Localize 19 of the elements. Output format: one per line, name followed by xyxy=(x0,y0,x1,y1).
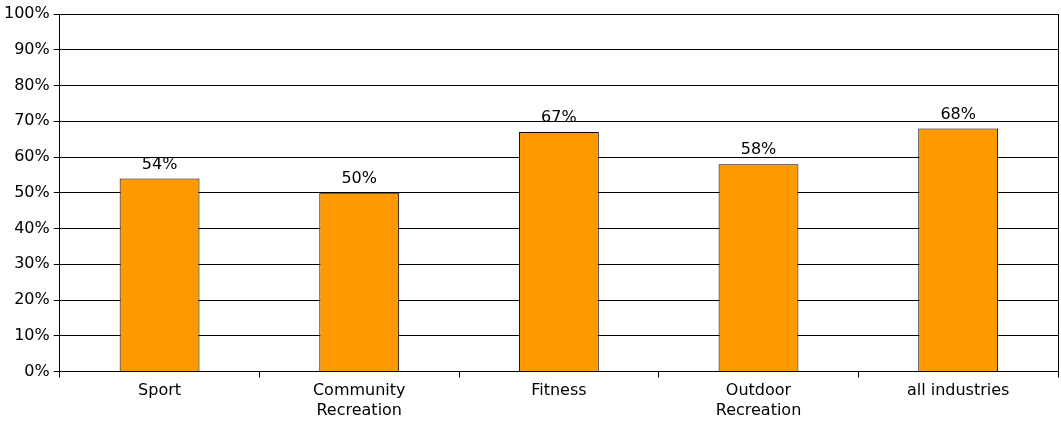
y-tick-label: 30% xyxy=(14,253,50,273)
y-tick-label: 40% xyxy=(14,217,50,237)
x-tick-label: Outdoor Recreation xyxy=(715,380,802,419)
y-tick-label: 60% xyxy=(14,146,50,166)
data-label: 50% xyxy=(341,167,377,187)
x-tick-label: Community Recreation xyxy=(312,380,406,419)
x-tick-label: Fitness xyxy=(531,380,587,400)
x-tick-label: all industries xyxy=(906,380,1010,400)
y-tick-label: 10% xyxy=(14,325,50,344)
data-label: 68% xyxy=(940,103,976,123)
y-tick-label: 70% xyxy=(14,110,50,130)
y-tick-label: 80% xyxy=(14,74,50,94)
x-tick-label: Sport xyxy=(138,380,182,400)
y-tick-label: 90% xyxy=(14,38,50,58)
data-label: 58% xyxy=(740,139,777,159)
y-tick-label: 0% xyxy=(24,360,50,380)
y-tick-label: 20% xyxy=(14,289,50,309)
y-tick-label: 50% xyxy=(14,181,50,201)
y-tick-label: 100% xyxy=(3,3,50,23)
